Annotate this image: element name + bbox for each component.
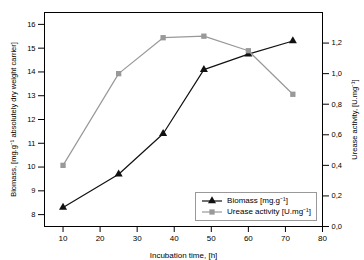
svg-text:8: 8 xyxy=(31,210,35,219)
svg-text:20: 20 xyxy=(96,234,105,243)
svg-text:Biomass, [mg.g⁻¹ absolutely dr: Biomass, [mg.g⁻¹ absolutely dry weight c… xyxy=(9,42,18,197)
html-text:Biomass [mg.g⁻¹]: Biomass [mg.g⁻¹] xyxy=(227,196,288,206)
svg-text:80: 80 xyxy=(318,234,327,243)
svg-text:1,2: 1,2 xyxy=(332,38,342,47)
svg-text:30: 30 xyxy=(133,234,142,243)
svg-text:70: 70 xyxy=(281,234,290,243)
svg-text:Incubation time, [h]: Incubation time, [h] xyxy=(150,251,218,260)
svg-text:12: 12 xyxy=(27,115,35,124)
svg-text:16: 16 xyxy=(27,20,35,29)
svg-text:1,0: 1,0 xyxy=(332,69,342,78)
svg-text:10: 10 xyxy=(59,234,68,243)
svg-text:0,6: 0,6 xyxy=(332,130,342,139)
svg-text:9: 9 xyxy=(31,186,35,195)
svg-text:13: 13 xyxy=(27,91,35,100)
svg-text:14: 14 xyxy=(27,67,35,76)
svg-text:50: 50 xyxy=(207,234,216,243)
svg-text:0,2: 0,2 xyxy=(332,191,342,200)
svg-text:40: 40 xyxy=(170,234,179,243)
svg-text:15: 15 xyxy=(27,44,35,53)
html-text:Urease activity [U.mg⁻¹]: Urease activity [U.mg⁻¹] xyxy=(227,206,311,216)
svg-text:Urease activity, [U.mg⁻¹]: Urease activity, [U.mg⁻¹] xyxy=(350,79,359,159)
svg-text:11: 11 xyxy=(28,139,36,148)
svg-text:60: 60 xyxy=(244,234,253,243)
svg-text:0,8: 0,8 xyxy=(332,100,342,109)
svg-text:0,4: 0,4 xyxy=(332,161,342,170)
svg-text:0,0: 0,0 xyxy=(332,222,342,231)
svg-text:10: 10 xyxy=(27,162,35,171)
